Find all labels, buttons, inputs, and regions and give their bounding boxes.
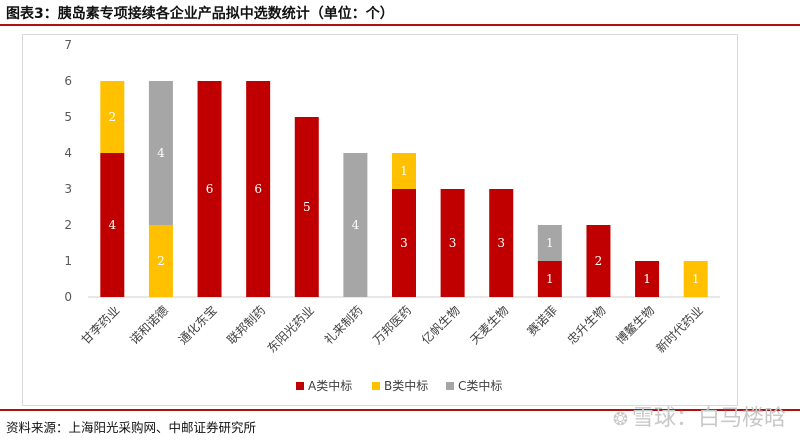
watermark: ❂ 雪球：白马楼晗 <box>613 400 786 432</box>
bar-segment-A类中标 <box>392 189 416 297</box>
legend-label: A类中标 <box>308 378 352 393</box>
bar-segment-A类中标 <box>294 117 319 297</box>
data-label: 6 <box>206 182 214 196</box>
y-tick-label: 1 <box>64 254 72 268</box>
x-tick-label: 甘李药业 <box>78 303 123 348</box>
chart-frame <box>22 34 738 406</box>
data-label: 6 <box>254 182 262 196</box>
legend-swatch <box>296 382 304 390</box>
bar-segment-C类中标 <box>148 81 173 225</box>
x-tick-label: 天麦生物 <box>468 303 512 347</box>
x-tick-label: 万邦医药 <box>370 303 414 347</box>
figure-title: 图表3：胰岛素专项接续各企业产品拟中选数统计（单位：个） <box>6 6 394 22</box>
legend-label: C类中标 <box>458 378 502 393</box>
snowball-logo-icon: ❂ <box>612 409 628 430</box>
data-label: 3 <box>497 236 505 250</box>
x-tick-label: 亿帆生物 <box>418 303 463 348</box>
data-label: 1 <box>400 164 408 178</box>
bar-segment-A类中标 <box>635 261 660 297</box>
data-label: 2 <box>157 254 165 268</box>
watermark-text: 雪球：白马楼晗 <box>631 406 786 431</box>
source-note: 资料来源：上海阳光采购网、中邮证券研究所 <box>6 420 257 435</box>
legend-swatch <box>372 382 380 390</box>
x-tick-label: 东阳光药业 <box>265 303 317 355</box>
figure-header: 图表3：胰岛素专项接续各企业产品拟中选数统计（单位：个） <box>0 0 800 28</box>
header-rule <box>0 24 800 26</box>
bar-segment-A类中标 <box>537 261 562 297</box>
bar-segment-C类中标 <box>343 153 368 297</box>
bar-segment-A类中标 <box>586 225 611 297</box>
data-label: 2 <box>108 110 116 124</box>
x-tick-label: 赛诺菲 <box>524 303 560 339</box>
x-tick-label: 新时代药业 <box>653 303 706 356</box>
data-label: 4 <box>157 146 165 160</box>
bar-segment-B类中标 <box>100 81 125 153</box>
footer-rule <box>0 409 800 411</box>
bar-segment-A类中标 <box>246 81 271 297</box>
data-label: 1 <box>546 272 554 286</box>
legend-swatch <box>446 382 454 390</box>
x-tick-label: 诺和诺德 <box>126 303 171 348</box>
y-tick-label: 3 <box>64 182 72 196</box>
x-tick-label: 忠升生物 <box>565 303 609 347</box>
data-label: 3 <box>400 236 408 250</box>
data-label: 1 <box>546 236 554 250</box>
x-tick-label: 联邦制药 <box>224 303 268 347</box>
bar-segment-B类中标 <box>683 261 708 297</box>
data-label: 1 <box>692 272 700 286</box>
y-tick-label: 6 <box>64 74 72 88</box>
data-label: 5 <box>303 200 311 214</box>
bar-segment-A类中标 <box>100 153 125 297</box>
y-tick-label: 2 <box>64 218 72 232</box>
data-label: 4 <box>352 218 360 232</box>
bar-segment-A类中标 <box>489 189 514 297</box>
bar-segment-A类中标 <box>197 81 222 297</box>
data-label: 1 <box>643 272 651 286</box>
bar-segment-B类中标 <box>148 225 173 297</box>
data-label: 4 <box>108 218 116 232</box>
y-tick-label: 0 <box>64 290 72 304</box>
data-label: 2 <box>595 254 603 268</box>
x-tick-label: 博鳌生物 <box>613 303 658 348</box>
data-label: 3 <box>449 236 457 250</box>
y-tick-label: 7 <box>64 38 72 52</box>
y-tick-label: 4 <box>64 146 72 160</box>
bar-segment-C类中标 <box>537 225 562 261</box>
bar-segment-A类中标 <box>440 189 465 297</box>
x-tick-label: 礼来制药 <box>321 303 366 348</box>
x-tick-label: 通化东宝 <box>176 303 220 347</box>
bar-segment-B类中标 <box>392 153 416 189</box>
y-tick-label: 5 <box>64 110 72 124</box>
legend-label: B类中标 <box>384 378 428 393</box>
